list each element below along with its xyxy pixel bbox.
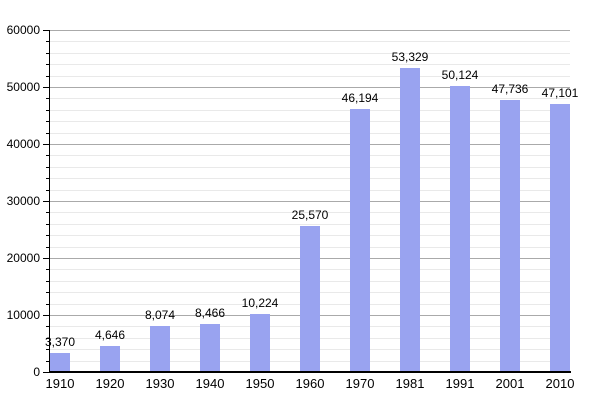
minor-gridline (50, 41, 570, 43)
bar-value-label: 50,124 (441, 68, 479, 83)
y-major-tick (43, 201, 50, 202)
bar-1960 (300, 226, 320, 372)
y-minor-tick (45, 166, 50, 168)
y-major-tick (43, 258, 50, 259)
x-tick-label: 1930 (145, 376, 175, 391)
y-minor-tick (45, 52, 50, 54)
bar-value-label: 10,224 (241, 295, 279, 310)
minor-gridline (50, 212, 570, 214)
x-tick-label: 1920 (95, 376, 125, 391)
bar-1970 (350, 108, 370, 372)
major-gridline (50, 201, 570, 202)
y-tick-label: 10000 (6, 308, 40, 322)
bar-value-label: 3,370 (44, 334, 76, 349)
y-tick-label: 40000 (6, 137, 40, 151)
bar-1940 (200, 323, 220, 372)
bar-1930 (150, 325, 170, 372)
bar-1920 (100, 345, 120, 372)
y-minor-tick (45, 246, 50, 248)
minor-gridline (50, 166, 570, 168)
y-minor-tick (45, 189, 50, 191)
bar-value-label: 53,329 (391, 50, 429, 65)
x-tick-label: 1981 (395, 376, 425, 391)
y-major-tick (43, 144, 50, 145)
y-minor-tick (45, 41, 50, 43)
minor-gridline (50, 178, 570, 180)
y-tick-label: 30000 (6, 194, 40, 208)
x-tick-label: 2001 (495, 376, 525, 391)
y-major-tick (43, 87, 50, 88)
bar-value-label: 25,570 (291, 208, 329, 223)
y-minor-tick (45, 98, 50, 100)
y-minor-tick (45, 280, 50, 282)
plot-area (50, 30, 570, 372)
x-tick-label: 1960 (295, 376, 325, 391)
y-minor-tick (45, 269, 50, 271)
y-major-tick (43, 372, 50, 373)
y-minor-tick (45, 132, 50, 134)
minor-gridline (50, 52, 570, 54)
y-minor-tick (45, 292, 50, 294)
minor-gridline (50, 132, 570, 134)
bar-value-label: 47,736 (491, 81, 529, 96)
bar-1981 (400, 68, 420, 372)
y-tick-label: 50000 (6, 80, 40, 94)
y-minor-tick (45, 64, 50, 66)
x-tick-label: 1940 (195, 376, 225, 391)
x-tick-label: 1991 (445, 376, 475, 391)
y-tick-label: 0 (33, 365, 40, 379)
major-gridline (50, 87, 570, 88)
x-tick-label: 1950 (245, 376, 275, 391)
bar-value-label: 8,074 (144, 307, 176, 322)
y-minor-tick (45, 155, 50, 157)
minor-gridline (50, 98, 570, 100)
minor-gridline (50, 223, 570, 225)
bar-value-label: 46,194 (341, 90, 379, 105)
y-minor-tick (45, 212, 50, 214)
y-minor-tick (45, 303, 50, 305)
y-tick-label: 20000 (6, 251, 40, 265)
bar-value-label: 47,101 (541, 85, 579, 100)
bar-2001 (500, 99, 520, 372)
bar-value-label: 4,646 (94, 327, 126, 342)
bar-1991 (450, 86, 470, 372)
y-minor-tick (45, 337, 50, 339)
major-gridline (50, 30, 570, 31)
y-minor-tick (45, 349, 50, 351)
minor-gridline (50, 75, 570, 77)
y-minor-tick (45, 235, 50, 237)
bar-1950 (250, 313, 270, 372)
x-tick-label: 1970 (345, 376, 375, 391)
minor-gridline (50, 109, 570, 111)
minor-gridline (50, 189, 570, 191)
minor-gridline (50, 64, 570, 66)
y-minor-tick (45, 121, 50, 123)
major-gridline (50, 144, 570, 145)
bar-1910 (50, 352, 70, 372)
x-tick-label: 1910 (45, 376, 75, 391)
minor-gridline (50, 121, 570, 123)
y-major-tick (43, 315, 50, 316)
x-tick-label: 2010 (545, 376, 575, 391)
y-minor-tick (45, 326, 50, 328)
y-minor-tick (45, 178, 50, 180)
y-minor-tick (45, 109, 50, 111)
y-minor-tick (45, 360, 50, 362)
y-minor-tick (45, 75, 50, 77)
x-axis-line (49, 371, 571, 373)
y-major-tick (43, 30, 50, 31)
y-tick-label: 60000 (6, 23, 40, 37)
y-minor-tick (45, 223, 50, 225)
minor-gridline (50, 155, 570, 157)
bar-2010 (550, 103, 570, 372)
bar-value-label: 8,466 (194, 305, 226, 320)
